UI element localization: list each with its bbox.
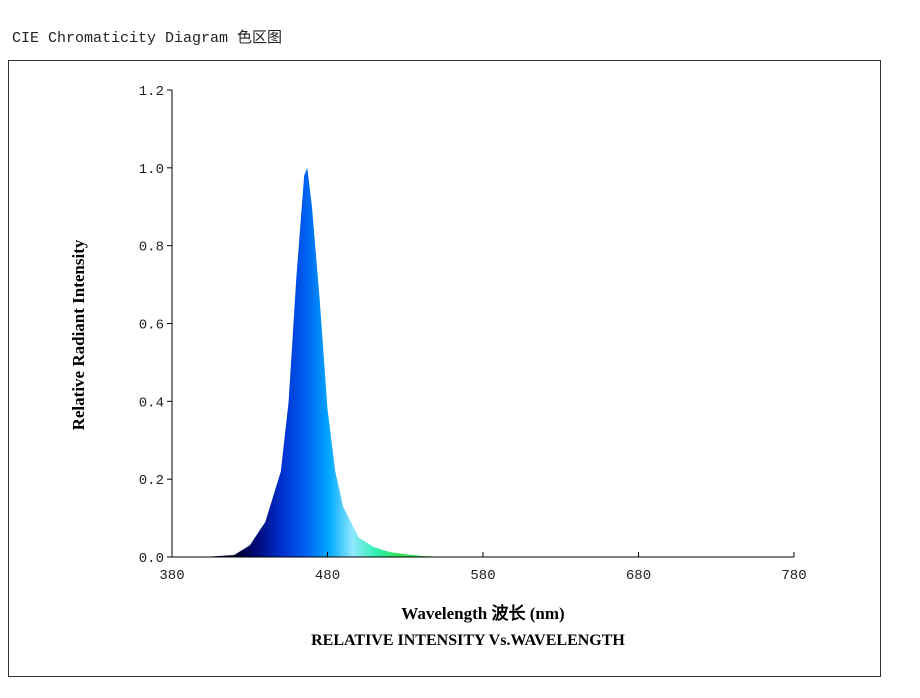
- x-tick-label: 580: [470, 568, 495, 584]
- y-tick-label: 0.8: [139, 240, 164, 256]
- chart-frame: [8, 60, 881, 677]
- chart-title: RELATIVE INTENSITY Vs.WAVELENGTH: [311, 632, 625, 649]
- x-tick-label: 380: [159, 568, 184, 584]
- x-tick-label: 480: [315, 568, 340, 584]
- y-axis-label: Relative Radiant Intensity: [69, 239, 88, 430]
- y-tick-label: 0.2: [139, 473, 164, 489]
- x-axis-label: Wavelength 波长 (nm): [401, 603, 564, 623]
- y-tick-label: 0.4: [139, 395, 164, 411]
- page-title: CIE Chromaticity Diagram 色区图: [12, 29, 282, 47]
- x-tick-label: 680: [626, 568, 651, 584]
- y-tick-label: 0.6: [139, 318, 164, 334]
- x-tick-label: 780: [781, 568, 806, 584]
- y-tick-label: 1.0: [139, 162, 164, 178]
- y-tick-label: 1.2: [139, 84, 164, 100]
- spectrum-area: [172, 167, 794, 558]
- y-tick-label: 0.0: [139, 551, 164, 567]
